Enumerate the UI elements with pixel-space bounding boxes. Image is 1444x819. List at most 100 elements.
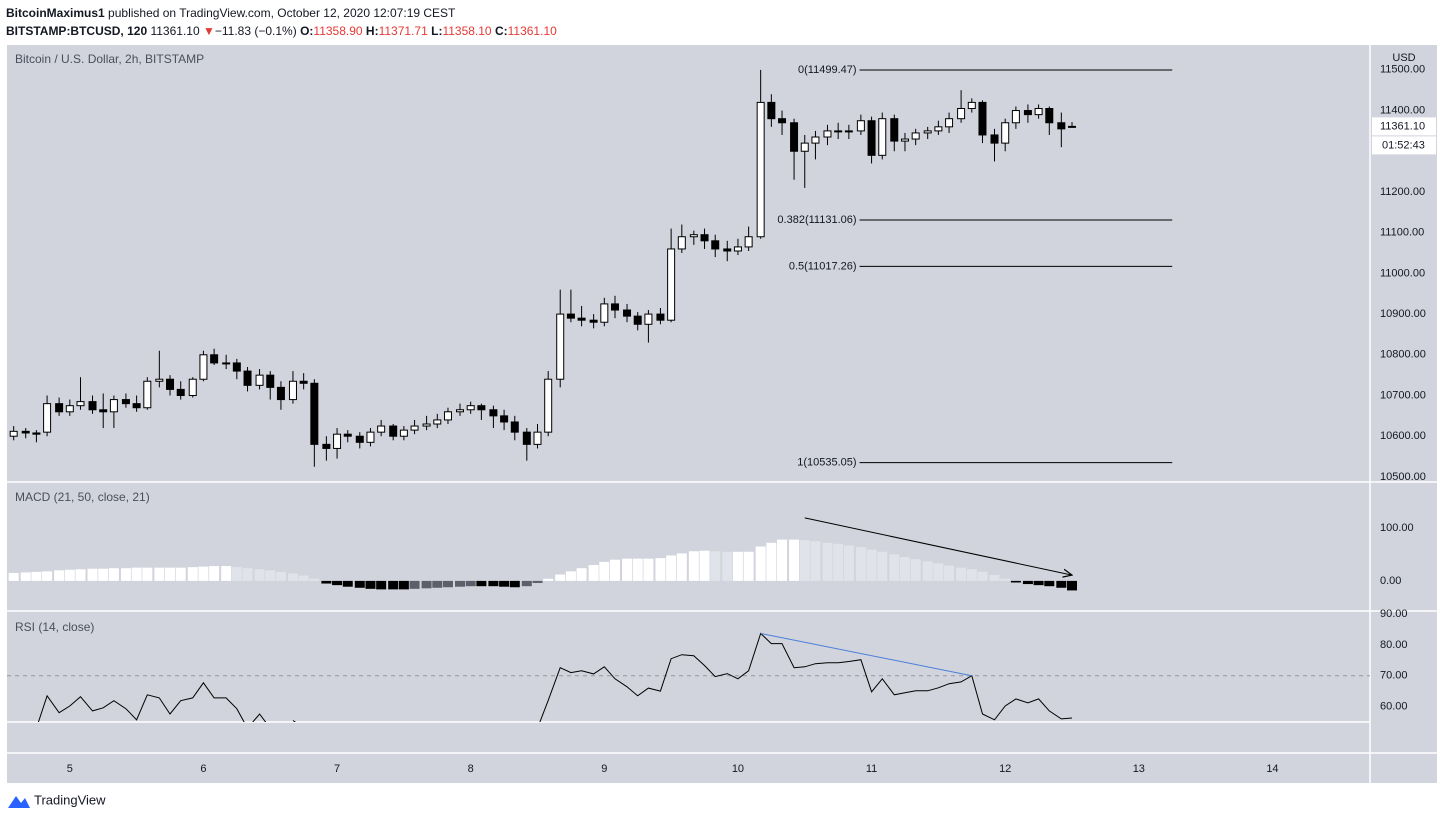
ohlc-label: O: (300, 24, 314, 38)
macd-bar (287, 573, 298, 581)
candle-body (945, 118, 954, 128)
macd-bar (622, 558, 633, 581)
change: −11.83 (−0.1%) (214, 24, 297, 38)
candle-body (1011, 110, 1020, 124)
macd-bar (42, 571, 53, 581)
candle-body (76, 401, 85, 407)
macd-bar (766, 542, 777, 581)
ohlc-value: 11358.90 (313, 24, 363, 38)
fib-label: 0.382(11131.06) (777, 214, 856, 226)
candle-body (700, 234, 709, 242)
candle-body (99, 409, 108, 413)
candle-body (611, 303, 620, 311)
macd-bar (298, 575, 309, 581)
macd-bar (265, 570, 276, 581)
macd-bar (755, 546, 766, 581)
candle-body (633, 315, 642, 325)
candle-body (500, 415, 509, 423)
trend-line (760, 632, 972, 677)
candle-body (1034, 108, 1043, 116)
candle-body (957, 108, 966, 120)
candle-body (155, 378, 164, 382)
candle-body (143, 380, 152, 409)
x-tick-label: 13 (1133, 763, 1145, 775)
candle-body (32, 432, 41, 435)
macd-bar (432, 580, 443, 588)
price-tag-label: 11361.10 (1380, 120, 1425, 132)
logo-text: TradingView (34, 792, 106, 807)
macd-bar (509, 580, 520, 588)
macd-bar (532, 580, 543, 584)
macd-bar (120, 568, 131, 581)
candle-body (410, 425, 419, 431)
y-tick-label: 11000.00 (1380, 267, 1425, 279)
rsi-title: RSI (14, close) (15, 620, 94, 634)
y-tick-label: 10700.00 (1380, 389, 1426, 401)
ohlc-label: C: (494, 24, 508, 38)
candle-body (756, 101, 765, 238)
y-tick-label: 80.00 (1380, 639, 1408, 651)
x-tick-label: 6 (200, 763, 206, 775)
y-axis-label: USD (1392, 52, 1415, 64)
candle-body (343, 433, 352, 437)
macd-bar (866, 549, 877, 581)
macd-bar (843, 545, 854, 581)
y-tick-label: 60.00 (1380, 700, 1408, 712)
candle-body (867, 120, 876, 156)
macd-bar (309, 578, 320, 581)
x-tick-label: 9 (601, 763, 607, 775)
y-tick-label: 0.00 (1380, 575, 1401, 587)
candle-body (9, 430, 18, 437)
candle-body (188, 378, 197, 397)
y-tick-label: 90.00 (1380, 608, 1408, 620)
macd-bar (499, 580, 510, 587)
candle-body (232, 362, 241, 372)
candle-body (1068, 125, 1077, 128)
candle-body (222, 362, 231, 365)
fib-label: 0.5(11017.26) (789, 260, 857, 272)
ohlc-value: 11371.71 (378, 24, 428, 38)
macd-bar (98, 568, 109, 581)
candle-body (366, 431, 375, 443)
header-line-2: BITSTAMP:BTCUSD, 120 11361.10 ▼−11.83 (−… (6, 22, 557, 40)
macd-bar (543, 578, 554, 581)
candle-body (1023, 110, 1032, 116)
macd-bar (521, 580, 532, 587)
logo: TradingView (8, 792, 106, 808)
candle-body (132, 403, 141, 409)
macd-bar (833, 543, 844, 581)
macd-bar (1022, 580, 1033, 585)
candle-body (333, 433, 342, 449)
candle-body (489, 409, 498, 417)
candle-body (422, 423, 431, 427)
symbol: BITSTAMP:BTCUSD, 120 (6, 24, 148, 38)
candle-body (88, 401, 97, 411)
candle-body (299, 380, 308, 384)
macd-bar (889, 554, 900, 581)
candle-body (477, 405, 486, 411)
macd-bar (688, 551, 699, 581)
y-tick-label: 10500.00 (1380, 471, 1426, 483)
candle-body (433, 419, 442, 425)
macd-bar (342, 580, 353, 587)
macd-bar (165, 567, 176, 581)
macd-bar (54, 570, 65, 581)
macd-bar (131, 567, 142, 581)
macd-bar (8, 572, 19, 581)
candle-body (121, 399, 130, 405)
macd-bar (610, 559, 621, 581)
macd-bar (1056, 580, 1067, 588)
macd-bar (275, 571, 286, 581)
candle-body (600, 303, 609, 323)
countdown-tag (1372, 136, 1436, 155)
macd-bar (822, 542, 833, 581)
y-tick-label: 10800.00 (1380, 349, 1426, 361)
chart-background (7, 45, 1437, 783)
y-tick-label: 11100.00 (1380, 227, 1424, 239)
candle-body (967, 101, 976, 110)
macd-bar (743, 551, 754, 581)
macd-bar (75, 569, 86, 581)
macd-bar (643, 558, 654, 581)
y-tick-label: 11400.00 (1380, 104, 1425, 116)
candle-body (990, 134, 999, 144)
